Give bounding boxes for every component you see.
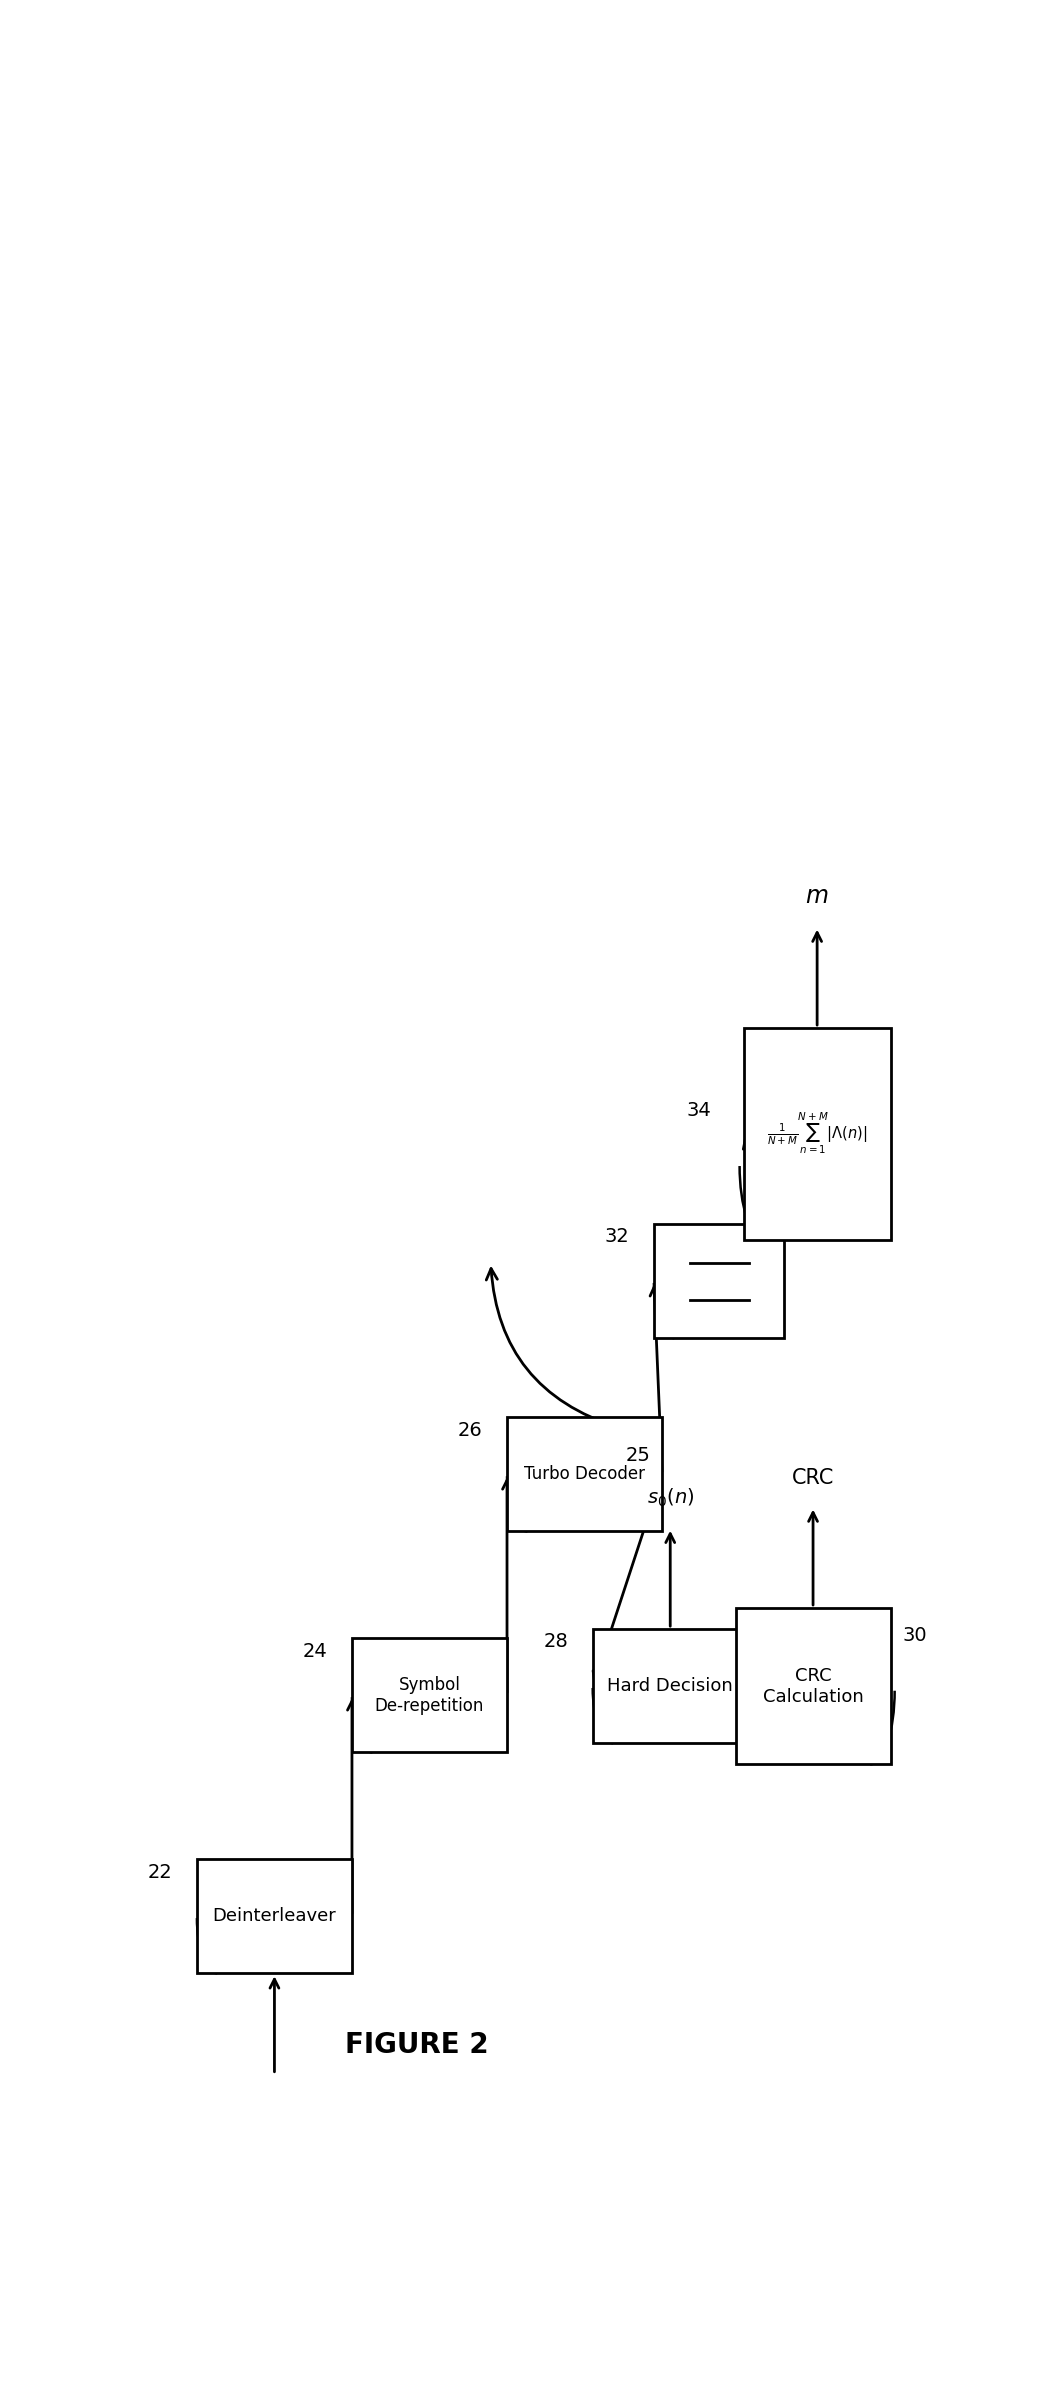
Text: 24: 24 xyxy=(303,1643,327,1662)
Text: 32: 32 xyxy=(605,1227,630,1246)
FancyBboxPatch shape xyxy=(197,1860,352,1973)
Text: 22: 22 xyxy=(147,1863,173,1882)
FancyBboxPatch shape xyxy=(352,1638,508,1753)
Text: Symbol
De-repetition: Symbol De-repetition xyxy=(375,1676,484,1714)
Text: 25: 25 xyxy=(625,1447,650,1466)
FancyBboxPatch shape xyxy=(735,1607,891,1765)
Text: CRC
Calculation: CRC Calculation xyxy=(762,1667,863,1705)
FancyBboxPatch shape xyxy=(654,1224,784,1339)
Text: $s_0(n)$: $s_0(n)$ xyxy=(647,1487,694,1509)
Text: Hard Decision: Hard Decision xyxy=(608,1676,733,1695)
FancyBboxPatch shape xyxy=(743,1028,891,1239)
Text: 30: 30 xyxy=(902,1626,928,1645)
Text: 28: 28 xyxy=(543,1633,569,1652)
Text: Turbo Decoder: Turbo Decoder xyxy=(524,1466,645,1482)
Text: CRC: CRC xyxy=(792,1468,834,1487)
FancyBboxPatch shape xyxy=(593,1628,748,1743)
Text: 26: 26 xyxy=(458,1420,483,1439)
Text: $\frac{1}{N+M}\sum_{n=1}^{N+M}|\Lambda(n)|$: $\frac{1}{N+M}\sum_{n=1}^{N+M}|\Lambda(n… xyxy=(767,1112,868,1157)
Text: 34: 34 xyxy=(687,1102,712,1121)
Text: Deinterleaver: Deinterleaver xyxy=(213,1908,336,1925)
Text: FIGURE 2: FIGURE 2 xyxy=(345,2030,489,2059)
FancyBboxPatch shape xyxy=(508,1418,662,1533)
Text: m: m xyxy=(806,885,829,909)
